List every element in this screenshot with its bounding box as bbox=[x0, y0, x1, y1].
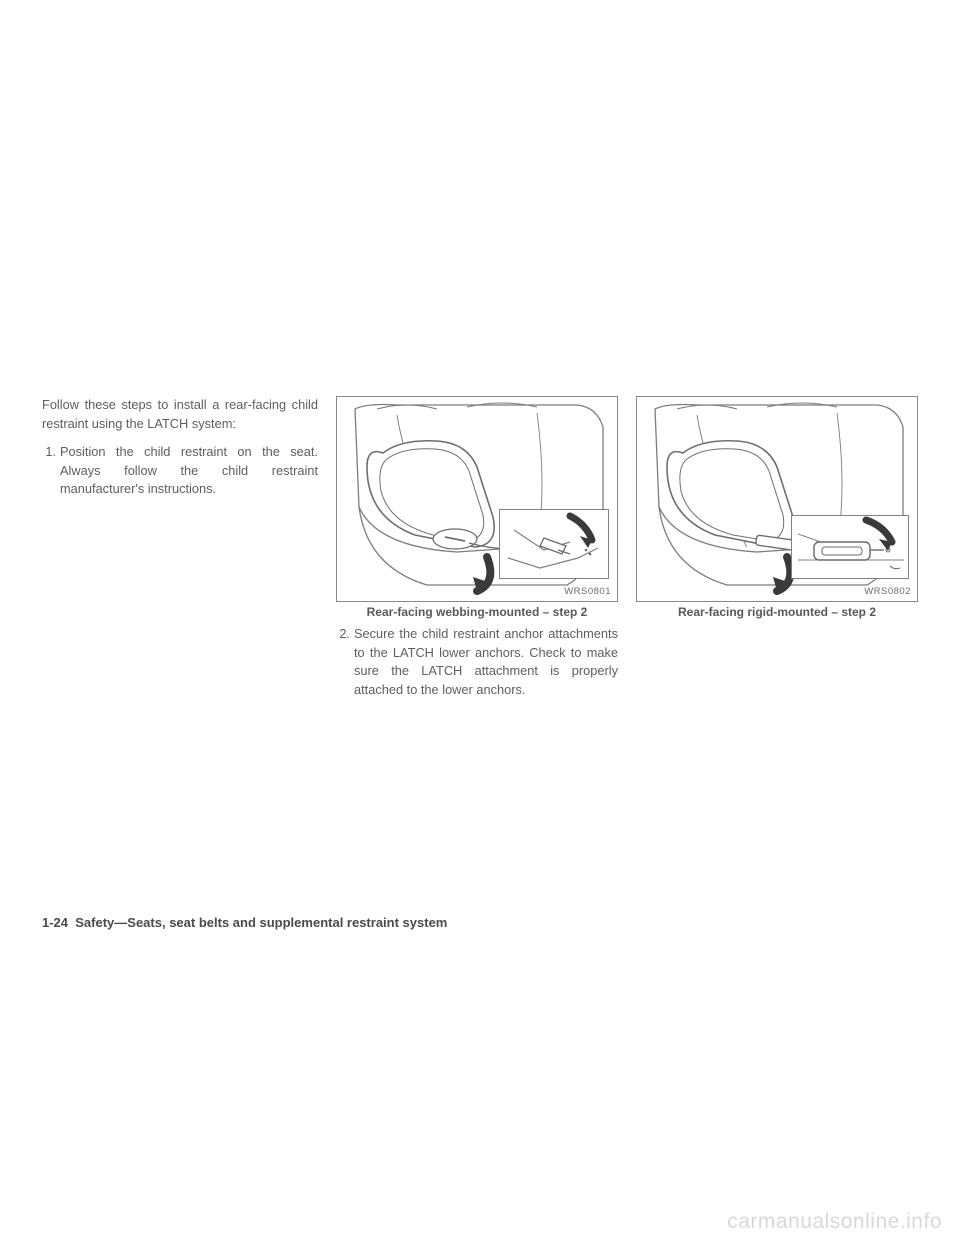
step-1-body: Position the child restraint on the seat… bbox=[60, 443, 318, 499]
figure-1: WRS0801 bbox=[336, 396, 618, 602]
manual-page: Follow these steps to install a rear-fac… bbox=[0, 0, 960, 1242]
content-row: Follow these steps to install a rear-fac… bbox=[42, 396, 918, 699]
page-footer: 1-24 Safety—Seats, seat belts and supple… bbox=[42, 915, 447, 930]
figure-2-caption: Rear-facing rigid-mounted – step 2 bbox=[636, 605, 918, 619]
step-1-number: 1. bbox=[42, 443, 60, 499]
watermark-text: carmanualsonline.info bbox=[727, 1210, 942, 1234]
figure-1-caption: Rear-facing webbing-mounted – step 2 bbox=[336, 605, 618, 619]
figure-1-inset-illustration bbox=[500, 510, 610, 580]
column-2: WRS0801 Rear-facing webbing-mounted – st… bbox=[336, 396, 618, 699]
column-1: Follow these steps to install a rear-fac… bbox=[42, 396, 318, 699]
step-2: 2. Secure the child restraint anchor att… bbox=[336, 625, 618, 699]
figure-2-id: WRS0802 bbox=[864, 586, 911, 597]
intro-text: Follow these steps to install a rear-fac… bbox=[42, 396, 318, 433]
figure-2-inset-illustration bbox=[792, 516, 910, 580]
step-2-number: 2. bbox=[336, 625, 354, 699]
footer-page-number: 1-24 bbox=[42, 915, 68, 930]
figure-2-inset bbox=[791, 515, 909, 579]
footer-section-title: Safety—Seats, seat belts and supplementa… bbox=[75, 915, 447, 930]
figure-1-id: WRS0801 bbox=[564, 586, 611, 597]
figure-2: WRS0802 bbox=[636, 396, 918, 602]
step-2-body: Secure the child restraint anchor attach… bbox=[354, 625, 618, 699]
column-3: WRS0802 Rear-facing rigid-mounted – step… bbox=[636, 396, 918, 699]
figure-1-inset bbox=[499, 509, 609, 579]
step-1: 1. Position the child restraint on the s… bbox=[42, 443, 318, 499]
